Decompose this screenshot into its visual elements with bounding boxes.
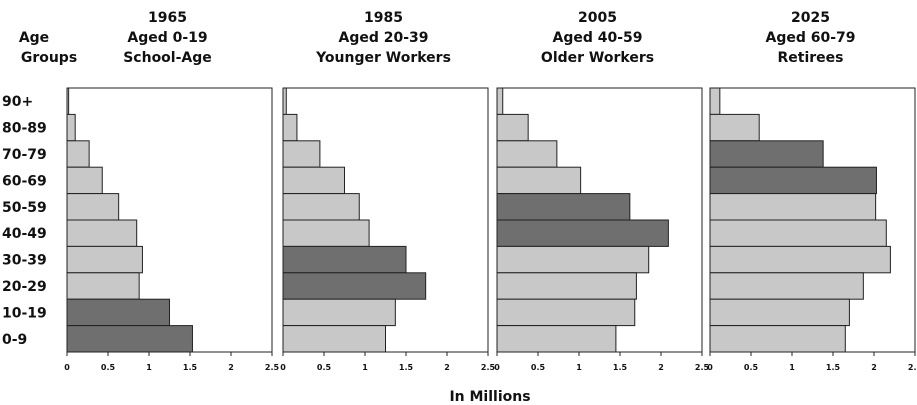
age-group-label: 40-49 xyxy=(2,226,47,242)
x-tick-label: 2.5 xyxy=(265,363,280,372)
y-axis-title-line-1: Age xyxy=(19,30,49,46)
y-axis-title-line-2: Groups xyxy=(21,50,77,66)
panel-title: 1985 xyxy=(364,10,403,26)
bar-50-59 xyxy=(66,193,120,221)
x-tick-label: 2 xyxy=(871,363,877,372)
bar-80-89 xyxy=(282,113,298,142)
bar-60-69 xyxy=(282,166,345,195)
x-tick-label: 2 xyxy=(228,363,234,372)
bar-70-79 xyxy=(282,140,321,168)
x-tick-label: 0.5 xyxy=(101,363,116,372)
bar-40-49 xyxy=(66,219,138,247)
x-tick-label: 2 xyxy=(658,363,664,372)
bar-50-59 xyxy=(496,193,631,221)
panel-title: 2005 xyxy=(578,10,617,26)
panel-title: 1965 xyxy=(148,10,187,26)
x-tick-label: 1 xyxy=(576,363,582,372)
x-tick-label: 1.5 xyxy=(826,363,841,372)
bar-90+ xyxy=(709,87,721,115)
age-group-label: 60-69 xyxy=(2,173,47,189)
x-tick-label: 2.5 xyxy=(481,363,496,372)
bar-80-89 xyxy=(496,113,529,142)
bar-30-39 xyxy=(282,245,407,274)
x-tick-label: 2.5 xyxy=(908,363,917,372)
x-tick-label: 2.5 xyxy=(695,363,710,372)
x-tick-label: 1 xyxy=(146,363,152,372)
bar-0-9 xyxy=(496,325,617,353)
bar-0-9 xyxy=(709,325,846,353)
age-group-label: 20-29 xyxy=(2,279,47,295)
x-tick-label: 1.5 xyxy=(613,363,628,372)
bar-90+ xyxy=(282,87,287,115)
bar-40-49 xyxy=(709,219,887,247)
bar-0-9 xyxy=(282,325,386,353)
age-group-label: 30-39 xyxy=(2,253,47,269)
age-group-label: 0-9 xyxy=(2,332,27,348)
bar-10-19 xyxy=(282,298,396,327)
bar-90+ xyxy=(496,87,504,115)
x-tick-label: 2 xyxy=(444,363,450,372)
bar-50-59 xyxy=(709,193,877,221)
bar-20-29 xyxy=(282,272,427,300)
bar-60-69 xyxy=(496,166,582,195)
age-group-label: 10-19 xyxy=(2,305,47,321)
bar-70-79 xyxy=(709,140,824,168)
bar-10-19 xyxy=(496,298,636,327)
bar-20-29 xyxy=(709,272,864,300)
x-tick-label: 1 xyxy=(362,363,368,372)
panel-title: Aged 20-39 xyxy=(338,30,428,46)
x-tick-label: 1.5 xyxy=(399,363,414,372)
bar-80-89 xyxy=(66,113,76,142)
bar-80-89 xyxy=(709,113,760,142)
panel-title: Retirees xyxy=(778,50,844,66)
panel-title: Older Workers xyxy=(541,50,654,66)
panel-title: Aged 0-19 xyxy=(127,30,207,46)
bar-70-79 xyxy=(66,140,90,168)
bar-90+ xyxy=(66,87,70,115)
chart-panels: 90+80-8970-7960-6950-5940-4930-3920-2910… xyxy=(2,10,917,372)
panel-title: Younger Workers xyxy=(315,50,451,66)
bar-30-39 xyxy=(66,245,143,274)
age-group-label: 50-59 xyxy=(2,200,47,216)
panel-title: Aged 60-79 xyxy=(765,30,855,46)
x-tick-label: 0 xyxy=(64,363,70,372)
bar-50-59 xyxy=(282,193,360,221)
panel-title: School-Age xyxy=(123,50,212,66)
bar-40-49 xyxy=(496,219,669,247)
bar-10-19 xyxy=(709,298,850,327)
x-tick-label: 0.5 xyxy=(317,363,332,372)
x-tick-label: 0 xyxy=(707,363,713,372)
x-tick-label: 0.5 xyxy=(531,363,546,372)
bar-20-29 xyxy=(496,272,637,300)
x-tick-label: 0.5 xyxy=(744,363,759,372)
x-tick-label: 1 xyxy=(789,363,795,372)
x-tick-label: 0 xyxy=(280,363,286,372)
x-tick-label: 1.5 xyxy=(183,363,198,372)
bar-20-29 xyxy=(66,272,140,300)
bar-30-39 xyxy=(496,245,650,274)
panel-title: 2025 xyxy=(791,10,830,26)
age-group-label: 70-79 xyxy=(2,147,47,163)
age-group-label: 90+ xyxy=(2,94,33,110)
x-tick-label: 0 xyxy=(494,363,500,372)
bar-60-69 xyxy=(66,166,103,195)
x-axis-label: In Millions xyxy=(449,389,530,405)
bar-70-79 xyxy=(496,140,558,168)
bar-30-39 xyxy=(709,245,891,274)
panel-title: Aged 40-59 xyxy=(552,30,642,46)
bar-60-69 xyxy=(709,166,877,195)
bar-10-19 xyxy=(66,298,170,327)
bar-40-49 xyxy=(282,219,370,247)
age-group-label: 80-89 xyxy=(2,121,47,137)
bar-0-9 xyxy=(66,325,193,353)
